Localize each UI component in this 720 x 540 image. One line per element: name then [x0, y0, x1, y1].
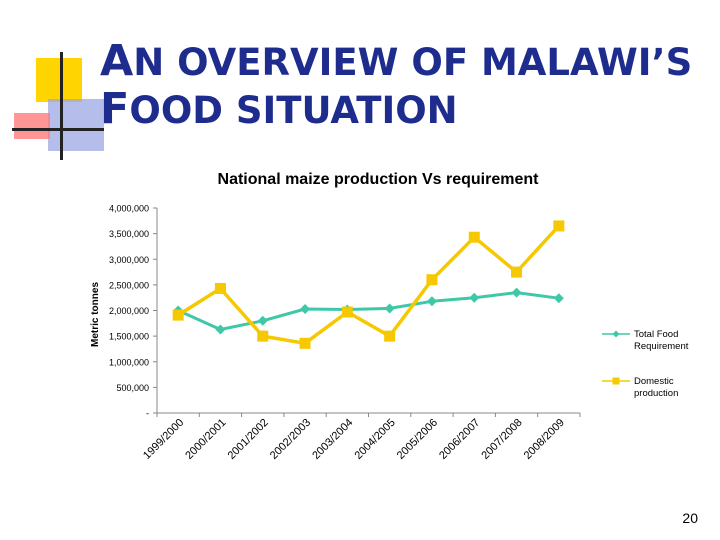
slide-title: AN OVERVIEW OF MALAWI’S FOOD SITUATION — [100, 38, 710, 134]
x-tick-label: 1999/2000 — [141, 417, 186, 462]
series-2-point — [172, 309, 184, 321]
x-tick-label: 2003/2004 — [310, 417, 355, 462]
y-tick-label: 500,000 — [116, 383, 149, 393]
series-1-point — [426, 296, 437, 307]
x-tick-label: 2005/2006 — [395, 417, 440, 462]
y-tick-label: 3,500,000 — [109, 229, 149, 239]
series-2-point — [341, 306, 353, 318]
y-axis-label: Metric tonnes — [90, 282, 101, 347]
legend-label-2: Domestic production — [634, 376, 678, 399]
x-tick-label: 2001/2002 — [226, 417, 271, 462]
series-line-2 — [177, 224, 561, 346]
series-2-point — [511, 266, 523, 278]
series-1-point — [215, 324, 226, 335]
series-1-point — [553, 293, 564, 304]
decor-yellow-square — [36, 58, 82, 102]
decor-horizontal-line — [12, 128, 104, 131]
y-tick-label: 1,000,000 — [109, 357, 149, 367]
x-tick-label: 2008/2009 — [522, 417, 567, 462]
x-tick-label: 2002/2003 — [268, 417, 313, 462]
y-tick-label: 4,000,000 — [109, 204, 149, 214]
slide-title-line-2-initial: F — [100, 84, 130, 134]
slide-title-line-2: FOOD SITUATION — [100, 86, 710, 134]
slide-title-line-1-initial: A — [100, 36, 134, 86]
x-tick-label: 2006/2007 — [437, 417, 482, 462]
series-1-point — [257, 315, 268, 326]
series-line-1 — [177, 291, 559, 331]
y-tick-label: - — [146, 409, 149, 419]
legend-label-1: Total Food Requirement — [634, 329, 689, 352]
y-tick-label: 1,500,000 — [109, 332, 149, 342]
decor-blue-square — [48, 99, 104, 151]
y-tick-label: 2,500,000 — [109, 280, 149, 290]
x-tick-label: 2000/2001 — [183, 417, 228, 462]
series-2-point — [214, 282, 226, 294]
y-tick-label: 2,000,000 — [109, 306, 149, 316]
series-1-point — [300, 303, 311, 314]
series-1-point — [469, 292, 480, 303]
chart-title: National maize production Vs requirement — [218, 171, 540, 188]
decor-red-square — [14, 113, 50, 139]
slide-title-line-2-rest: OOD SITUATION — [129, 89, 458, 132]
series-1-point — [384, 303, 395, 314]
series-2-point — [553, 220, 565, 232]
series-2-point — [468, 231, 480, 243]
x-tick-label: 2004/2005 — [353, 417, 398, 462]
slide-title-line-1: AN OVERVIEW OF MALAWI’S — [100, 38, 710, 86]
series-1-point — [511, 287, 522, 298]
series-2-point — [384, 330, 396, 342]
x-tick-label: 2007/2008 — [479, 417, 524, 462]
y-tick-label: 3,000,000 — [109, 255, 149, 265]
legend-marker-2 — [612, 377, 620, 385]
legend-marker-1 — [612, 330, 620, 338]
slide-title-line-1-rest: N OVERVIEW OF MALAWI’S — [133, 41, 693, 84]
decor-vertical-line — [60, 52, 63, 160]
page-number: 20 — [682, 510, 698, 526]
series-2-point — [299, 337, 311, 349]
series-2-point — [257, 330, 269, 342]
series-2-point — [426, 274, 438, 286]
